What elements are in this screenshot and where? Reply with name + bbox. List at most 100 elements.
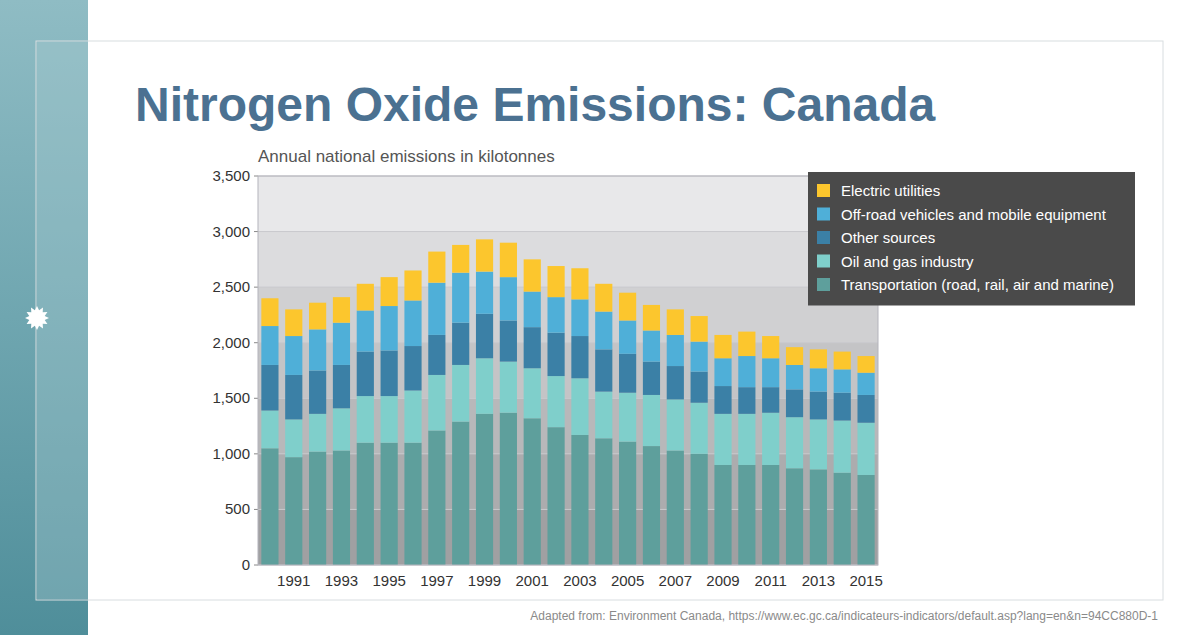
bar-segment bbox=[714, 414, 731, 465]
y-tick-label: 2,500 bbox=[212, 278, 250, 295]
bar-segment bbox=[619, 293, 636, 321]
bar-segment bbox=[381, 277, 398, 306]
legend-label: Transportation (road, rail, air and mari… bbox=[841, 276, 1114, 293]
bar-segment bbox=[595, 312, 612, 350]
bar-segment bbox=[643, 305, 660, 331]
y-tick bbox=[254, 509, 258, 510]
bar-segment bbox=[500, 362, 517, 413]
bar-segment bbox=[857, 423, 874, 475]
bar-segment bbox=[786, 365, 803, 389]
bar-segment bbox=[857, 356, 874, 373]
bar-segment bbox=[333, 451, 350, 565]
plot-band bbox=[258, 232, 878, 288]
x-tick-label: 2003 bbox=[563, 572, 596, 589]
title: Nitrogen Oxide Emissions: Canada bbox=[135, 78, 935, 131]
bar-segment bbox=[786, 468, 803, 565]
x-tick-label: 1995 bbox=[372, 572, 405, 589]
bar-segment bbox=[428, 375, 445, 431]
legend-swatch bbox=[817, 208, 830, 221]
bar-segment bbox=[357, 396, 374, 443]
bar-segment bbox=[476, 414, 493, 565]
y-tick-label: 1,000 bbox=[212, 445, 250, 462]
legend-swatch bbox=[817, 255, 830, 268]
legend-swatch bbox=[817, 278, 830, 291]
bar-segment bbox=[547, 333, 564, 376]
plot-band bbox=[258, 287, 878, 343]
bar-segment bbox=[381, 350, 398, 396]
bar-segment bbox=[619, 354, 636, 393]
x-tick-label: 2013 bbox=[802, 572, 835, 589]
gridline bbox=[258, 509, 878, 510]
bar-segment bbox=[547, 376, 564, 427]
bar-segment bbox=[333, 365, 350, 408]
bar-segment bbox=[691, 403, 708, 454]
bar-segment bbox=[810, 392, 827, 420]
bar-segment bbox=[357, 310, 374, 351]
plot-background bbox=[258, 176, 878, 565]
plot-band bbox=[258, 509, 878, 565]
legend-label: Off-road vehicles and mobile equipment bbox=[841, 206, 1107, 223]
bar-segment bbox=[309, 303, 326, 330]
bar-segment bbox=[404, 443, 421, 565]
bar-segment bbox=[691, 454, 708, 565]
bar-segment bbox=[261, 298, 278, 326]
legend-label: Other sources bbox=[841, 229, 935, 246]
x-tick-label: 2001 bbox=[516, 572, 549, 589]
bar-segment bbox=[261, 326, 278, 365]
bar-segment bbox=[595, 284, 612, 312]
bar-segment bbox=[667, 335, 684, 366]
bar-segment bbox=[762, 358, 779, 387]
bar-segment bbox=[476, 358, 493, 414]
slide-frame bbox=[36, 41, 1163, 600]
bar-segment bbox=[333, 297, 350, 323]
bar-segment bbox=[524, 327, 541, 368]
bar-segment bbox=[381, 396, 398, 443]
legend-swatch bbox=[817, 231, 830, 244]
bar-segment bbox=[476, 272, 493, 314]
bar-segment bbox=[500, 320, 517, 361]
bar-segment bbox=[571, 268, 588, 299]
bar-segment bbox=[691, 372, 708, 403]
bar-segment bbox=[762, 387, 779, 413]
bar-segment bbox=[762, 413, 779, 465]
bar-segment bbox=[738, 465, 755, 565]
bar-segment bbox=[285, 336, 302, 375]
bar-segment bbox=[738, 332, 755, 356]
bar-segment bbox=[762, 465, 779, 565]
bar-segment bbox=[810, 368, 827, 391]
bar-segment bbox=[333, 408, 350, 450]
bar-segment bbox=[571, 435, 588, 565]
side-strip bbox=[0, 0, 88, 635]
x-tick-label: 2009 bbox=[706, 572, 739, 589]
gridline bbox=[258, 342, 878, 343]
x-tick-label: 2011 bbox=[755, 572, 787, 589]
bar-segment bbox=[643, 362, 660, 395]
bar-segment bbox=[261, 448, 278, 565]
bar-segment bbox=[547, 297, 564, 333]
bar-segment bbox=[357, 443, 374, 565]
bar-segment bbox=[333, 323, 350, 365]
bar-segment bbox=[261, 411, 278, 449]
bar-segment bbox=[643, 446, 660, 565]
bar-segment bbox=[452, 245, 469, 273]
gridline bbox=[258, 453, 878, 454]
bar-segment bbox=[857, 475, 874, 565]
bar-segment bbox=[285, 375, 302, 419]
y-tick bbox=[254, 342, 258, 343]
y-tick bbox=[254, 231, 258, 232]
plot-band bbox=[258, 343, 878, 399]
y-tick bbox=[254, 287, 258, 288]
bar-segment bbox=[667, 366, 684, 399]
bar-segment bbox=[691, 316, 708, 342]
bar-segment bbox=[738, 387, 755, 414]
bar-segment bbox=[452, 273, 469, 323]
bar-segment bbox=[595, 349, 612, 391]
y-tick-label: 500 bbox=[225, 500, 250, 517]
bar-segment bbox=[285, 457, 302, 565]
bar-segment bbox=[691, 342, 708, 372]
plot-band bbox=[258, 176, 878, 232]
x-tick-label: 2015 bbox=[849, 572, 882, 589]
gridline bbox=[258, 398, 878, 399]
bar-segment bbox=[714, 465, 731, 565]
bar-segment bbox=[786, 417, 803, 468]
